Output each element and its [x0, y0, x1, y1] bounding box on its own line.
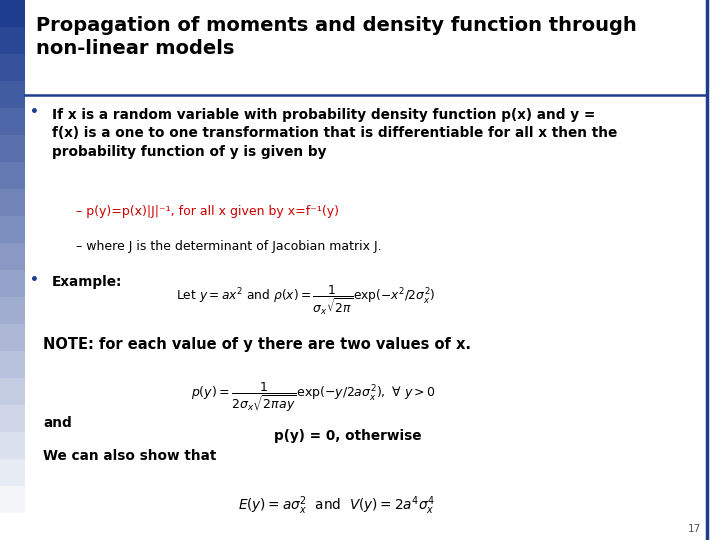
Text: •: •	[30, 273, 39, 287]
Bar	[0, 297, 25, 324]
Text: If x is a random variable with probability density function p(x) and y =
f(x) is: If x is a random variable with probabili…	[52, 108, 617, 159]
Text: p(y) = 0, otherwise: p(y) = 0, otherwise	[274, 429, 421, 443]
Text: Example:: Example:	[52, 275, 122, 289]
Bar	[0, 486, 25, 513]
Bar	[0, 243, 25, 270]
Bar	[0, 135, 25, 162]
Text: $p(y) = \dfrac{1}{2\sigma_x\sqrt{2\pi ay}}\exp(-y/2a\sigma_x^2), \ \forall \ y >: $p(y) = \dfrac{1}{2\sigma_x\sqrt{2\pi ay…	[191, 381, 436, 414]
Bar	[0, 432, 25, 459]
Bar	[0, 513, 25, 540]
Bar	[0, 81, 25, 108]
Bar	[0, 324, 25, 351]
Text: Propagation of moments and density function through
non-linear models: Propagation of moments and density funct…	[36, 16, 636, 58]
Bar	[0, 216, 25, 243]
Bar	[0, 162, 25, 189]
Bar	[0, 108, 25, 135]
Text: and: and	[43, 416, 72, 430]
Text: NOTE: for each value of y there are two values of x.: NOTE: for each value of y there are two …	[43, 338, 471, 353]
Text: We can also show that: We can also show that	[43, 449, 217, 463]
Bar	[0, 270, 25, 297]
Bar	[0, 459, 25, 486]
Bar	[0, 54, 25, 81]
Text: •: •	[30, 105, 39, 119]
Bar	[0, 189, 25, 216]
Text: – p(y)=p(x)|J|⁻¹, for all x given by x=f⁻¹(y): – p(y)=p(x)|J|⁻¹, for all x given by x=f…	[76, 205, 338, 218]
Text: – where J is the determinant of Jacobian matrix J.: – where J is the determinant of Jacobian…	[76, 240, 381, 253]
Text: 17: 17	[688, 523, 701, 534]
Bar	[0, 378, 25, 405]
Bar	[0, 405, 25, 432]
Bar	[0, 0, 25, 27]
Text: $E(y) = a\sigma_x^2\ $ and $\ V(y) = 2a^4\sigma_x^4$: $E(y) = a\sigma_x^2\ $ and $\ V(y) = 2a^…	[238, 494, 435, 517]
Bar	[25, 0, 707, 94]
Text: Let $y = ax^2$ and $\rho(x) = \dfrac{1}{\sigma_x\sqrt{2\pi}}\exp(-x^2/2\sigma_x^: Let $y = ax^2$ and $\rho(x) = \dfrac{1}{…	[176, 284, 436, 317]
Bar	[0, 27, 25, 54]
Bar	[0, 351, 25, 378]
